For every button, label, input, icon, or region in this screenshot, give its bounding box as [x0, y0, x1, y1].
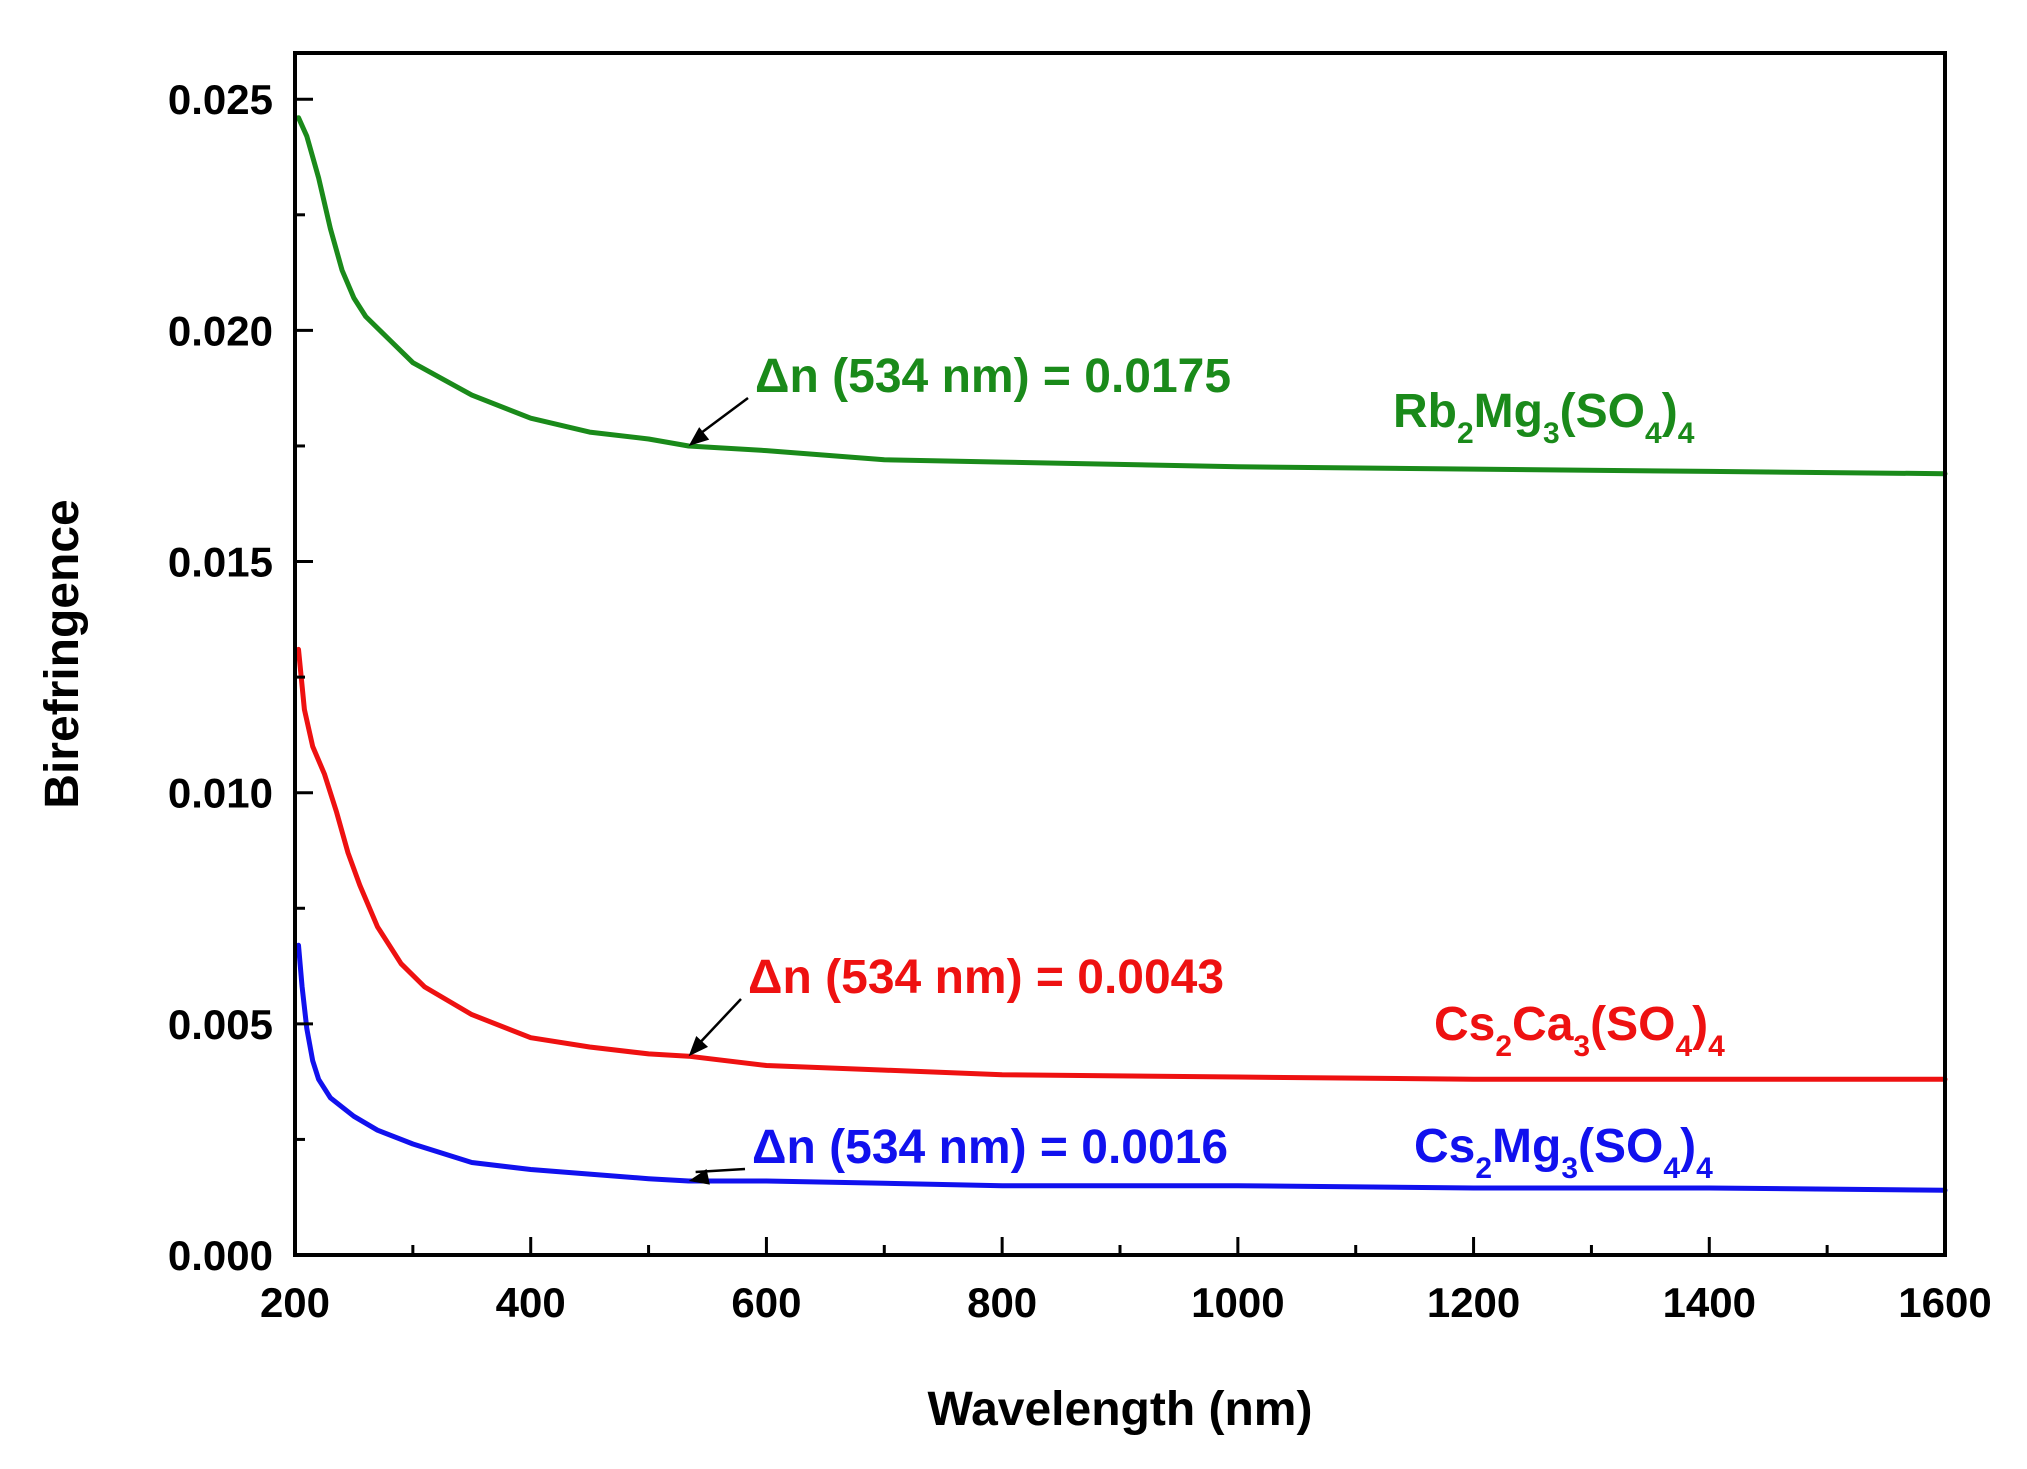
- series-line-cs2mg3so44: [296, 942, 1948, 1193]
- series-label-rb2mg3so44: Rb2Mg3(SO4)4: [1393, 385, 1695, 450]
- x-tick-label: 600: [731, 1279, 801, 1326]
- annotation-arrowhead-cs2ca3so44: [688, 1036, 709, 1057]
- label-layer: Δn (534 nm) = 0.0175 Rb2Mg3(SO4)4 Δn (534 …: [688, 350, 1725, 1185]
- series-layer: [296, 115, 1948, 1193]
- y-tick-label: 0.005: [168, 1001, 273, 1048]
- series-label-cs2ca3so44: Cs2Ca3(SO4)4: [1434, 998, 1725, 1063]
- x-tick-label: 400: [496, 1279, 566, 1326]
- annotation-arrowhead-rb2mg3so44: [688, 427, 710, 446]
- series-label-cs2mg3so44: Cs2Mg3(SO4)4: [1414, 1120, 1713, 1185]
- x-tick-label: 1600: [1898, 1279, 1991, 1326]
- y-tick-label: 0.000: [168, 1232, 273, 1279]
- x-tick-label: 1000: [1191, 1279, 1284, 1326]
- annotation-cs2mg3so44: Δn (534 nm) = 0.0016: [752, 1121, 1228, 1174]
- x-tick-label: 200: [260, 1279, 330, 1326]
- x-tick-label: 1200: [1427, 1279, 1520, 1326]
- annotation-arrowhead-cs2mg3so44: [688, 1169, 710, 1185]
- annotation-rb2mg3so44: Δn (534 nm) = 0.0175: [755, 350, 1231, 403]
- y-axis-title: Birefringence: [36, 499, 89, 808]
- series-line-rb2mg3so44: [296, 115, 1948, 477]
- x-tick-label: 800: [967, 1279, 1037, 1326]
- tick-layer: 200 400 600 800 1000 1200 1400 1600 0.000 0.005 0.…: [168, 76, 1992, 1326]
- y-tick-label: 0.015: [168, 539, 273, 586]
- annotation-arrow-rb2mg3so44: [694, 396, 749, 438]
- y-tick-label: 0.010: [168, 770, 273, 817]
- annotation-arrow-cs2ca3so44: [694, 998, 742, 1049]
- annotation-cs2ca3so44: Δn (534 nm) = 0.0043: [748, 951, 1224, 1004]
- x-axis-title: Wavelength (nm): [928, 1383, 1313, 1436]
- y-tick-label: 0.025: [168, 76, 273, 123]
- y-tick-label: 0.020: [168, 307, 273, 354]
- x-tick-label: 1400: [1663, 1279, 1756, 1326]
- series-line-cs2ca3so44: [296, 646, 1948, 1082]
